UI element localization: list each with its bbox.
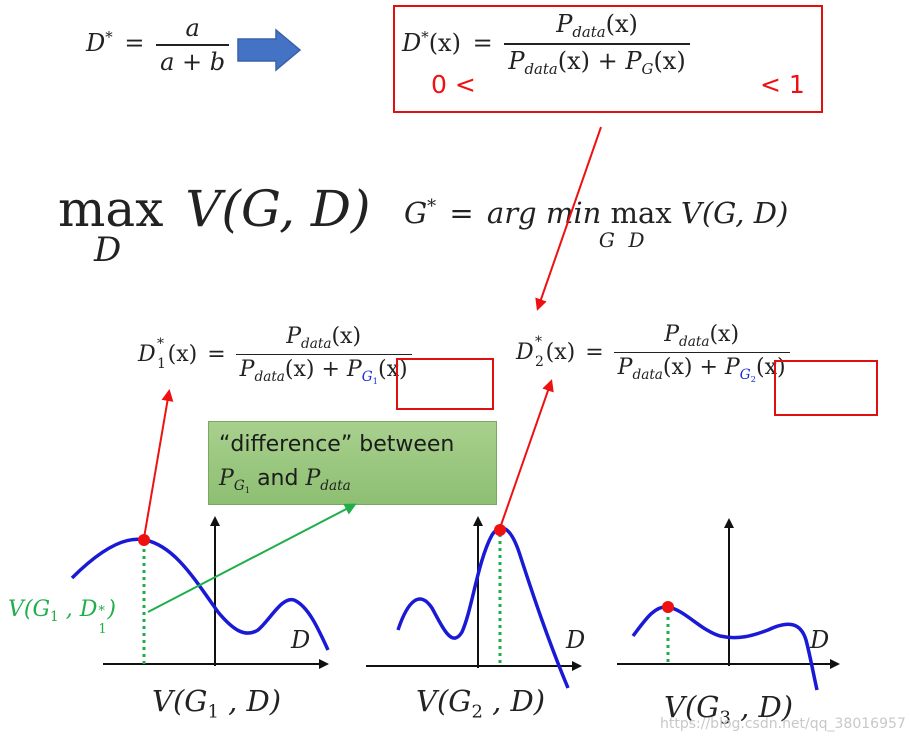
lower-bound-label: 0 < [431, 70, 476, 99]
plot-3 [617, 518, 840, 691]
fraction: a a + b [156, 14, 230, 76]
max-v-formula: max D V(G, D) [58, 180, 371, 270]
denominator: Pdata(x) + PG(x) [508, 46, 686, 78]
formula-lhs: D * 2 (x) [516, 334, 576, 371]
numerator: Pdata(x) [556, 10, 638, 42]
plot2-axis-label: D [566, 626, 586, 654]
callout-line1: “difference” between [219, 432, 455, 457]
formula-lhs: D*(x) [402, 27, 461, 57]
plot2-max-point [494, 524, 506, 536]
d-star-fraction-formula: D* = a a + b [86, 14, 230, 76]
pg2-term: PG2(x) [724, 355, 786, 385]
plot3-axis-label: D [810, 626, 830, 654]
plot2-curve [396, 526, 570, 689]
plot3-curve [631, 605, 819, 691]
plot1-red-arrow [143, 389, 174, 539]
plot2-caption: V(G2 , D) [416, 684, 546, 723]
plot-2 [366, 379, 582, 689]
d1-star-formula: D * 1 (x) = Pdata(x) Pdata(x) + PG1(x) [138, 324, 412, 386]
right-arrow-icon [237, 28, 302, 72]
fraction: Pdata(x) Pdata(x) + PG(x) [504, 10, 690, 78]
plot2-red-arrow [499, 379, 554, 529]
plot1-max-point [138, 534, 150, 546]
v-g1-d1star-label: V(G1 , D * 1) [8, 597, 116, 637]
optimal-d-red-box [393, 5, 823, 113]
red-pointer-arrow-main [535, 126, 602, 311]
formula-lhs: D * 1 (x) [138, 336, 198, 373]
fraction: Pdata(x) Pdata(x) + PG2(x) [613, 322, 790, 385]
plot1-caption: V(G1 , D) [152, 684, 282, 723]
difference-callout: “difference” between PG1 and Pdata [208, 421, 497, 505]
fraction: Pdata(x) Pdata(x) + PG1(x) [235, 324, 412, 387]
optimal-d-formula: D*(x) = Pdata(x) Pdata(x) + PG(x) [402, 10, 690, 78]
d2-star-formula: D * 2 (x) = Pdata(x) Pdata(x) + PG2(x) [516, 322, 790, 384]
plot-1 [70, 389, 357, 669]
callout-line2: PG1 and Pdata [219, 466, 351, 495]
plot3-max-point [662, 601, 674, 613]
plot3-caption: V(G3 , D) [664, 690, 794, 729]
pg2-red-box [774, 360, 878, 416]
formula-lhs: D* [86, 28, 113, 58]
callout-green-arrow [147, 503, 357, 613]
pg1-term: PG1(x) [346, 357, 408, 387]
pg1-red-box [396, 358, 494, 410]
plot1-axis-label: D [291, 626, 311, 654]
watermark: https://blog.csdn.net/qq_38016957 [660, 716, 906, 732]
plot1-curve [70, 537, 330, 651]
g-star-formula: G* = arg min G max D V(G, D) [404, 196, 789, 252]
upper-bound-label: < 1 [760, 70, 805, 99]
